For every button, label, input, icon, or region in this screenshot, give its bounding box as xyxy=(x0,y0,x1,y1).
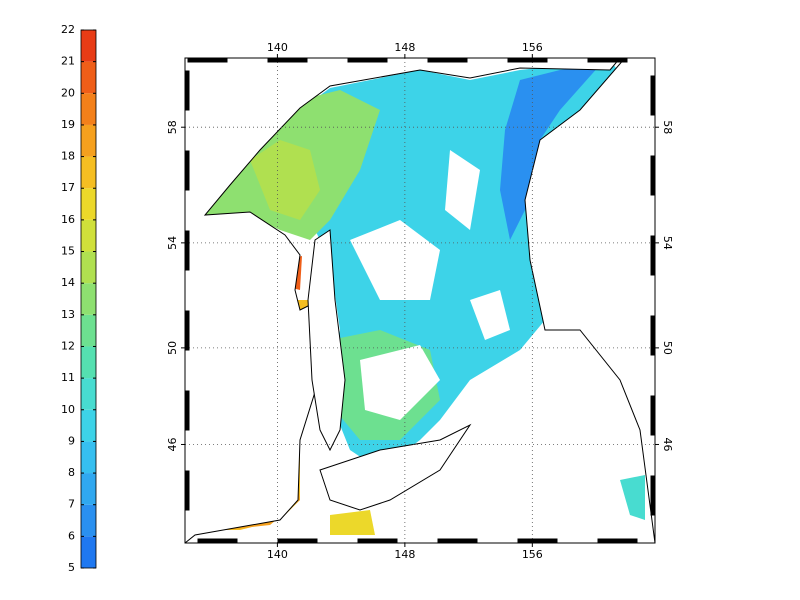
colorbar-band xyxy=(81,219,96,252)
colorbar-tick-label: 6 xyxy=(68,529,75,542)
colorbar-tick-label: 9 xyxy=(68,434,75,447)
lon-label-bottom: 156 xyxy=(522,548,543,561)
lon-label-bottom: 140 xyxy=(267,548,288,561)
no-data xyxy=(470,290,510,340)
colorbar-band xyxy=(81,188,96,220)
colorbar-band xyxy=(81,409,96,442)
colorbar-band xyxy=(81,283,96,315)
lat-label-right: 58 xyxy=(661,120,674,134)
colorbar-tick-label: 13 xyxy=(61,308,75,321)
colorbar-band xyxy=(81,251,96,284)
sst-field xyxy=(620,475,645,520)
colorbar-tick-label: 17 xyxy=(61,181,75,194)
lat-label-left: 54 xyxy=(166,236,179,250)
colorbar-band xyxy=(81,536,96,568)
lat-label-right: 54 xyxy=(661,236,674,250)
colorbar-tick-label: 7 xyxy=(68,498,75,511)
colorbar-band xyxy=(81,93,96,125)
colorbar-band xyxy=(81,346,96,379)
lat-label-left: 46 xyxy=(166,437,179,451)
land xyxy=(319,423,472,511)
colorbar-tick-label: 11 xyxy=(61,371,75,384)
colorbar-tick-label: 12 xyxy=(61,339,75,352)
land xyxy=(524,58,655,543)
colorbar-tick-label: 16 xyxy=(61,213,75,226)
colorbar-band xyxy=(81,504,96,537)
sst-field xyxy=(250,140,320,220)
map-field xyxy=(185,58,655,543)
lat-label-left: 58 xyxy=(166,120,179,134)
lon-label-top: 148 xyxy=(394,41,415,54)
lon-label-top: 156 xyxy=(522,41,543,54)
map-frame xyxy=(184,57,656,544)
colorbar-tick-label: 14 xyxy=(61,276,75,289)
colorbar-band xyxy=(81,314,96,347)
sst-field xyxy=(500,65,600,240)
frame-border xyxy=(184,57,656,544)
colorbar-border xyxy=(80,29,97,569)
no-data xyxy=(445,150,480,230)
colorbar-tick-label: 18 xyxy=(61,150,75,163)
land xyxy=(185,58,621,543)
colorbar-band xyxy=(81,473,96,505)
colorbar-band xyxy=(81,30,96,62)
colorbar-tick-label: 15 xyxy=(61,245,75,258)
colorbar-band xyxy=(81,378,96,410)
colorbar-tick-label: 22 xyxy=(61,23,75,36)
lat-label-right: 50 xyxy=(661,341,674,355)
colorbar-band xyxy=(81,441,96,474)
colorbar-tick-label: 20 xyxy=(61,86,75,99)
lon-label-bottom: 148 xyxy=(394,548,415,561)
colorbar-tick-label: 8 xyxy=(68,466,75,479)
lon-label-top: 140 xyxy=(267,41,288,54)
colorbar-tick-label: 10 xyxy=(61,403,75,416)
no-data xyxy=(350,220,440,300)
no-data xyxy=(360,345,440,420)
colorbar-band xyxy=(81,61,96,94)
colorbar-tick-label: 5 xyxy=(68,561,75,574)
land xyxy=(307,229,346,452)
sst-field xyxy=(330,510,375,535)
lat-label-right: 46 xyxy=(661,437,674,451)
colorbar-band xyxy=(81,124,96,157)
colorbar-tick-label: 19 xyxy=(61,118,75,131)
colorbar-band xyxy=(81,156,96,189)
lat-label-left: 50 xyxy=(166,341,179,355)
colorbar-tick-label: 21 xyxy=(61,55,75,68)
